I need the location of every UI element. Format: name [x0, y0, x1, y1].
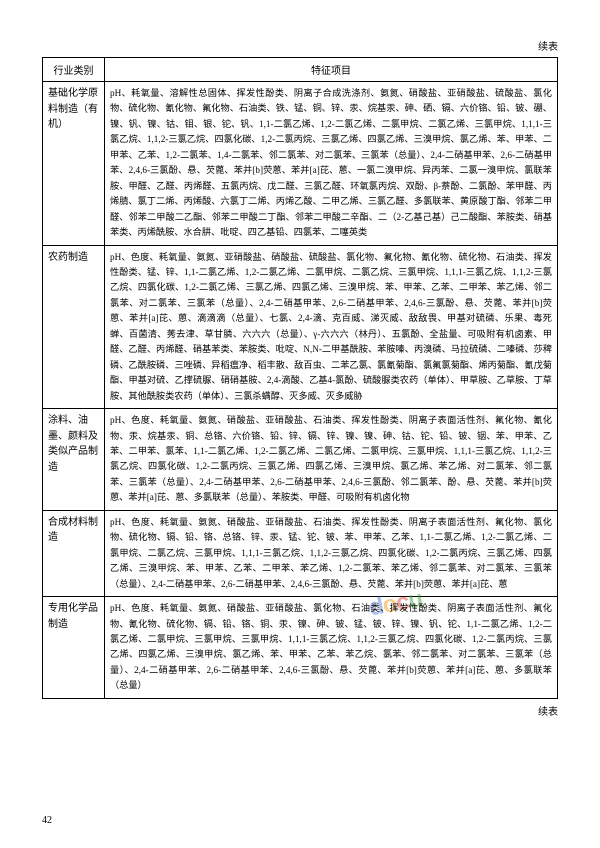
cell-category: 涂料、油墨、颜料及类似产品制造 — [43, 409, 105, 511]
cell-items: pH、色度、耗氧量、氨氮、亚硝酸盐、硝酸盐、硫酸盐、氯化物、氟化物、氰化物、硫化… — [105, 245, 558, 409]
table-row: 基础化学原料制造（有机） pH、耗氧量、溶解性总固体、挥发性酚类、阴离子合成洗涤… — [43, 82, 558, 246]
cell-items: pH、色度、耗氧量、氨氮、硝酸盐、亚硝酸盐、石油类、挥发性酚类、阴离子表面活性剂… — [105, 409, 558, 511]
table-row: 专用化学品制造 pH、色度、耗氧量、氨氮、硝酸盐、亚硝酸盐、氯化物、石油类、挥发… — [43, 597, 558, 699]
cell-category: 合成材料制造 — [43, 510, 105, 596]
continued-label-top: 续表 — [42, 38, 558, 53]
cell-items: pH、耗氧量、溶解性总固体、挥发性酚类、阴离子合成洗涤剂、氨氮、硝酸盐、亚硝酸盐… — [105, 82, 558, 246]
page-container: 续表 行业类别 特征项目 基础化学原料制造（有机） pH、耗氧量、溶解性总固体、… — [0, 0, 600, 848]
cell-category: 基础化学原料制造（有机） — [43, 82, 105, 246]
data-table: 行业类别 特征项目 基础化学原料制造（有机） pH、耗氧量、溶解性总固体、挥发性… — [42, 57, 558, 699]
cell-items-text: pH、耗氧量、溶解性总固体、挥发性酚类、阴离子合成洗涤剂、氨氮、硝酸盐、亚硝酸盐… — [110, 88, 552, 237]
page-number: 42 — [42, 815, 52, 826]
cell-category: 农药制造 — [43, 245, 105, 409]
continued-label-bottom: 续表 — [42, 703, 558, 718]
cell-items-text: pH、色度、耗氧量、氨氮、硝酸盐、亚硝酸盐、石油类、挥发性酚类、阴离子表面活性剂… — [110, 415, 552, 502]
cell-items: pH、色度、耗氧量、氨氮、硝酸盐、亚硝酸盐、石油类、挥发性酚类、阴离子表面活性剂… — [105, 510, 558, 596]
cell-items-text: pH、色度、耗氧量、氨氮、亚硝酸盐、硝酸盐、硫酸盐、氯化物、氟化物、氰化物、硫化… — [110, 252, 552, 401]
table-row: 合成材料制造 pH、色度、耗氧量、氨氮、硝酸盐、亚硝酸盐、石油类、挥发性酚类、阴… — [43, 510, 558, 596]
table-row: 农药制造 pH、色度、耗氧量、氨氮、亚硝酸盐、硝酸盐、硫酸盐、氯化物、氟化物、氰… — [43, 245, 558, 409]
col-header-items: 特征项目 — [105, 58, 558, 82]
col-header-category: 行业类别 — [43, 58, 105, 82]
cell-category: 专用化学品制造 — [43, 597, 105, 699]
cell-items: pH、色度、耗氧量、氨氮、硝酸盐、亚硝酸盐、氯化物、石油类、挥发性酚类、阴离子表… — [105, 597, 558, 699]
table-header-row: 行业类别 特征项目 — [43, 58, 558, 82]
table-row: 涂料、油墨、颜料及类似产品制造 pH、色度、耗氧量、氨氮、硝酸盐、亚硝酸盐、石油… — [43, 409, 558, 511]
